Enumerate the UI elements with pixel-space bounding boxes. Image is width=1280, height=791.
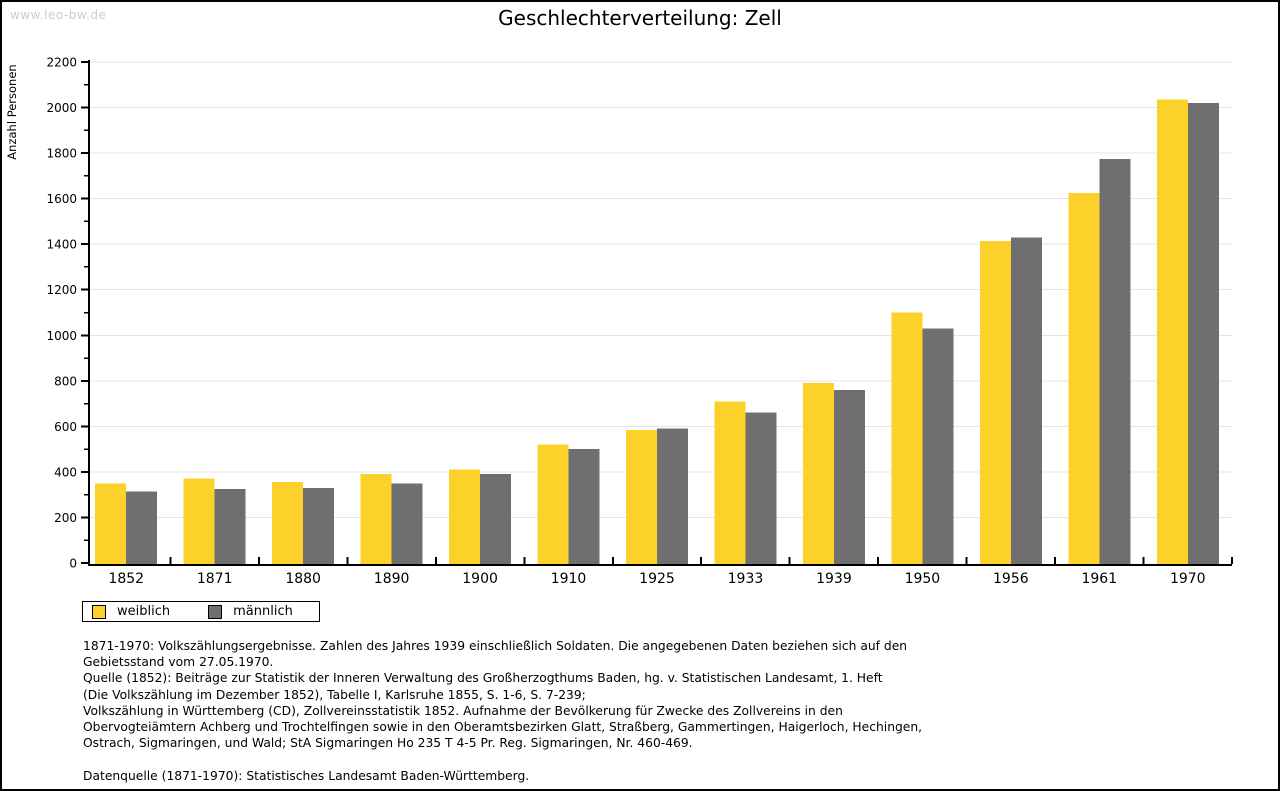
footnote-line: Obervogteiämtern Achberg und Trochtelfin…: [83, 720, 923, 735]
bar-weiblich-1961: [1068, 192, 1100, 565]
legend-swatch-männlich: [208, 604, 223, 619]
bar-weiblich-1950: [891, 312, 923, 565]
x-tick-label: 1900: [462, 571, 498, 587]
bar-weiblich-1956: [979, 240, 1011, 565]
legend: weiblich männlich: [82, 601, 320, 622]
bar-männlich-1933: [745, 412, 777, 565]
legend-item-männlich: männlich: [208, 604, 293, 619]
legend-label: weiblich: [117, 604, 171, 619]
footnote-line: Datenquelle (1871-1970): Statistisches L…: [83, 768, 530, 783]
bar-männlich-1939: [833, 389, 865, 565]
bar-männlich-1956: [1010, 237, 1042, 565]
x-tick-label: 1956: [993, 571, 1029, 587]
y-tick-label: 1200: [46, 283, 77, 297]
bar-weiblich-1933: [714, 401, 746, 565]
bar-männlich-1950: [922, 328, 954, 565]
y-tick-label: 1000: [46, 329, 77, 343]
footnote-line: [83, 751, 922, 767]
legend-item-weiblich: weiblich: [92, 604, 170, 619]
bar-männlich-1852: [126, 491, 158, 565]
bar-männlich-1900: [480, 474, 512, 565]
legend-swatch-weiblich: [92, 604, 106, 619]
y-tick-label: 0: [69, 557, 77, 571]
footnote-line: Ostrach, Sigmaringen, und Wald; StA Sigm…: [83, 736, 693, 751]
x-tick-label: 1961: [1081, 571, 1117, 587]
bar-weiblich-1880: [272, 482, 304, 565]
bar-männlich-1910: [568, 449, 600, 565]
footnote-line: Volkszählung in Württemberg (CD), Zollve…: [83, 703, 843, 718]
bar-weiblich-1939: [802, 383, 834, 565]
bar-männlich-1925: [657, 428, 688, 565]
bar-weiblich-1871: [183, 478, 215, 565]
y-tick-label: 200: [54, 511, 77, 525]
bar-männlich-1871: [214, 488, 246, 565]
page-title: Geschlechterverteilung: Zell: [498, 6, 782, 30]
y-tick-label: 1400: [46, 238, 77, 252]
x-tick-label: 1925: [639, 571, 675, 587]
footnote-line: Quelle (1852): Beiträge zur Statistik de…: [83, 671, 883, 686]
x-tick-label: 1890: [374, 571, 410, 587]
x-tick-label: 1871: [197, 571, 233, 587]
bar-männlich-1961: [1099, 158, 1131, 565]
y-axis-label: Anzahl Personen: [5, 64, 19, 159]
bar-weiblich-1925: [626, 429, 657, 565]
x-tick-label: 1970: [1170, 571, 1206, 587]
bar-männlich-1970: [1187, 102, 1219, 565]
footnote-line: Gebietsstand vom 27.05.1970.: [83, 655, 274, 670]
x-tick-label: 1950: [905, 571, 941, 587]
bar-weiblich-1970: [1156, 99, 1188, 565]
y-tick-label: 600: [54, 420, 77, 434]
bar-weiblich-1910: [537, 444, 569, 565]
y-tick-label: 800: [54, 374, 77, 388]
y-tick-label: 400: [54, 465, 77, 479]
bar-männlich-1880: [303, 487, 335, 565]
footnote-line: (Die Volkszählung im Dezember 1852), Tab…: [83, 687, 586, 702]
x-tick-label: 1852: [108, 571, 144, 587]
bar-weiblich-1900: [449, 469, 481, 565]
legend-label: männlich: [233, 604, 293, 619]
y-tick-label: 1800: [46, 147, 77, 161]
x-tick-label: 1880: [285, 571, 321, 587]
x-tick-label: 1933: [728, 571, 764, 587]
bar-weiblich-1852: [95, 483, 127, 565]
x-tick-label: 1910: [551, 571, 587, 587]
y-tick-label: 1600: [46, 192, 77, 206]
y-tick-label: 2200: [46, 56, 77, 70]
bar-männlich-1890: [391, 483, 423, 565]
y-tick-label: 2000: [46, 101, 77, 115]
bar-weiblich-1890: [360, 474, 392, 565]
bar-chart: 0 200 400 600 800 1000 1200 1400 1600 1800 2000 220…: [5, 56, 1233, 587]
watermark: www.leo-bw.de: [10, 8, 107, 22]
x-tick-label: 1939: [816, 571, 852, 587]
footnote: 1871-1970: Volkszählungsergebnisse. Zahl…: [83, 638, 922, 784]
footnote-line: 1871-1970: Volkszählungsergebnisse. Zahl…: [83, 639, 908, 653]
